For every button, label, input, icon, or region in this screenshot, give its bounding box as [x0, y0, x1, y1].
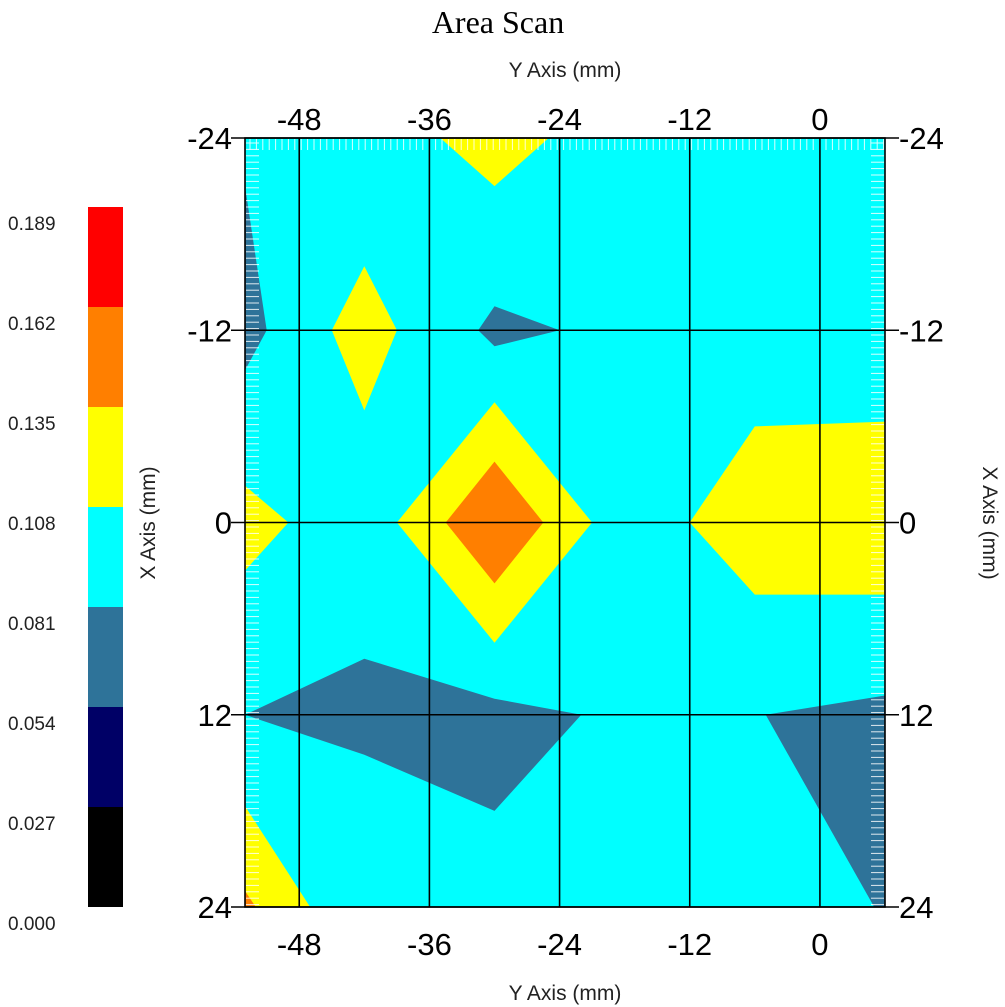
y-tick-label-right: 24 — [899, 890, 933, 925]
y-tick-label-right: 12 — [899, 698, 933, 733]
y-tick-label-right: -24 — [899, 121, 944, 156]
colorbar-label: 0.054 — [8, 714, 56, 735]
left-axis-label: X Axis (mm) — [137, 466, 160, 579]
colorbar-swatch — [88, 207, 123, 307]
contour-region-8 — [245, 658, 582, 811]
colorbar-legend: 0.189 0.162 0.135 0.108 0.081 0.054 0.027 0.000 — [8, 207, 123, 935]
colorbar-label: 0.162 — [8, 314, 56, 335]
colorbar-swatch — [88, 707, 123, 807]
contour-region-6 — [245, 485, 289, 571]
chart-title: Area Scan — [432, 4, 564, 40]
contour-region-9 — [765, 695, 885, 907]
contour-region-10 — [245, 806, 311, 907]
colorbar-swatch — [88, 307, 123, 407]
x-tick-label-bottom: -24 — [537, 927, 582, 962]
colorbar-label: 0.135 — [8, 414, 56, 435]
colorbar-swatch — [88, 507, 123, 607]
colorbar-label: 0.081 — [8, 614, 56, 635]
contour-plot-area — [231, 137, 899, 908]
bottom-axis-label: Y Axis (mm) — [509, 982, 622, 1005]
contour-region-3 — [478, 306, 560, 347]
contour-region-0 — [440, 138, 549, 187]
axis-ticks: -48 -48 -36 -36 -24 -24 -12 -12 0 0 -24 -24 -12 -12 0 0… — [187, 102, 944, 962]
y-tick-label-left: -12 — [187, 313, 232, 348]
x-tick-label-bottom: -48 — [277, 927, 322, 962]
contour-region-2 — [331, 266, 397, 411]
colorbar-label: 0.000 — [8, 914, 56, 935]
contour-region-7 — [689, 421, 885, 595]
colorbar-label: 0.108 — [8, 514, 56, 535]
y-tick-label-left: 0 — [215, 506, 232, 541]
colorbar-swatch — [88, 407, 123, 507]
y-tick-label-right: -12 — [899, 313, 944, 348]
y-tick-label-left: 24 — [198, 890, 232, 925]
x-tick-label-bottom: -36 — [407, 927, 452, 962]
colorbar-swatch — [88, 807, 123, 907]
x-tick-label-top: -36 — [407, 102, 452, 137]
contour-region-11 — [245, 891, 256, 907]
y-tick-label-left: 12 — [198, 698, 232, 733]
x-tick-label-top: -12 — [667, 102, 712, 137]
x-tick-label-bottom: -12 — [667, 927, 712, 962]
x-tick-label-top: 0 — [811, 102, 828, 137]
plot-frame — [244, 137, 886, 908]
colorbar-label: 0.189 — [8, 214, 56, 235]
y-tick-label-left: -24 — [187, 121, 232, 156]
x-tick-label-bottom: 0 — [811, 927, 828, 962]
colorbar-label: 0.027 — [8, 814, 56, 835]
right-axis-label: X Axis (mm) — [978, 466, 1001, 579]
y-tick-label-right: 0 — [899, 506, 916, 541]
x-tick-label-top: -24 — [537, 102, 582, 137]
top-axis-label: Y Axis (mm) — [509, 59, 622, 82]
colorbar-swatch — [88, 607, 123, 707]
x-tick-label-top: -48 — [277, 102, 322, 137]
